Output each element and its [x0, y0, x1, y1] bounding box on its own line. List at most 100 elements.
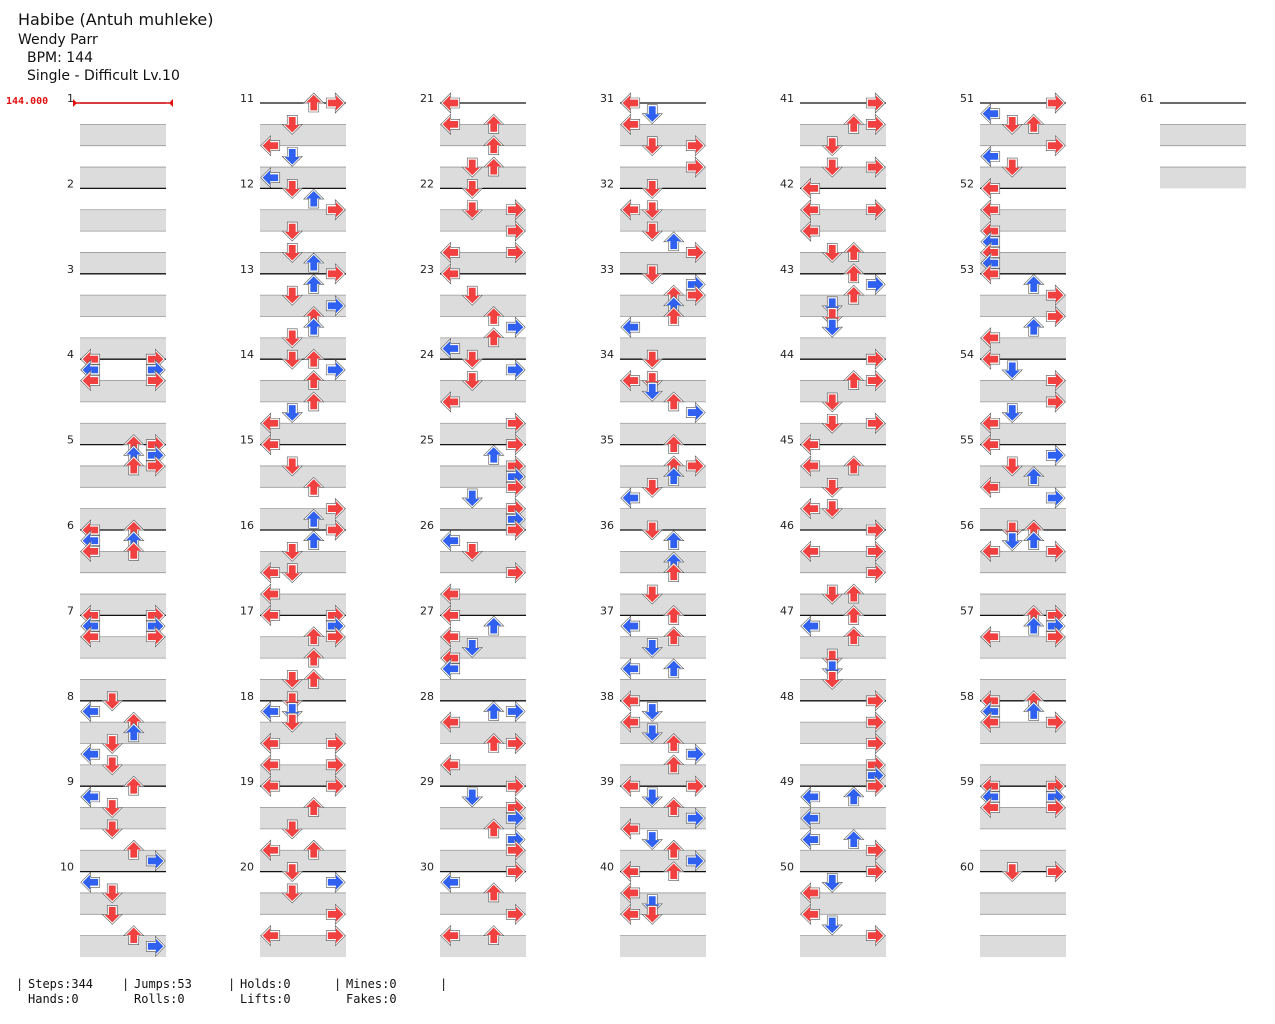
- step-arrow-right: [325, 92, 346, 114]
- beat-stripe: [800, 807, 886, 829]
- measure-number: 30: [420, 861, 434, 874]
- bpm-change-marker-right: [169, 99, 173, 107]
- stat-holds: Holds:0: [240, 977, 291, 991]
- step-arrow-left: [440, 113, 461, 136]
- bpm-change-marker: 144.000: [6, 96, 49, 107]
- step-arrow-right: [685, 775, 706, 797]
- step-arrow-up: [303, 370, 325, 390]
- beat-stripe: [800, 850, 886, 872]
- beat-stripe: [620, 722, 706, 744]
- beat-stripe: [440, 892, 526, 915]
- beat-stripe: [260, 465, 346, 488]
- measure-number: 5: [67, 434, 74, 447]
- beat-stripe: [620, 892, 706, 915]
- measure-number: 28: [420, 690, 434, 703]
- step-arrow-right: [865, 924, 886, 947]
- step-arrow-up: [303, 797, 325, 817]
- step-arrow-left: [980, 796, 1001, 819]
- step-arrow-up: [663, 797, 685, 817]
- step-arrow-right: [505, 732, 526, 755]
- step-arrow-right: [505, 359, 526, 381]
- step-arrow-up: [303, 391, 325, 412]
- measure-number: 54: [960, 348, 974, 361]
- step-arrow-left: [260, 167, 281, 189]
- beat-stripe: [620, 295, 706, 317]
- beat-stripe: [620, 380, 706, 402]
- step-arrow-left: [980, 476, 1001, 499]
- step-arrow-left: [620, 369, 641, 392]
- step-arrow-left: [440, 529, 461, 552]
- step-arrow-up: [483, 818, 505, 839]
- step-arrow-down: [461, 179, 483, 199]
- step-arrow-right: [325, 775, 346, 797]
- step-arrow-up: [663, 231, 685, 252]
- beat-stripe: [440, 551, 526, 573]
- step-arrow-right: [1045, 92, 1066, 114]
- beat-stripe: [260, 551, 346, 573]
- step-arrow-up: [303, 274, 325, 294]
- step-arrow-left: [440, 924, 461, 947]
- step-arrow-left: [980, 177, 1001, 200]
- measure-number: 4: [67, 348, 74, 361]
- step-arrow-left: [440, 241, 461, 264]
- measure-number: 37: [600, 604, 614, 617]
- step-arrow-left: [800, 455, 821, 477]
- beat-stripe: [80, 209, 166, 232]
- step-arrow-right: [865, 273, 886, 296]
- stat-mines: Mines:0: [346, 977, 397, 991]
- beat-stripe: [80, 252, 166, 274]
- beat-stripe: [980, 679, 1066, 701]
- beat-stripe: [260, 679, 346, 701]
- step-arrow-down: [461, 638, 483, 658]
- step-arrow-down: [641, 894, 663, 915]
- step-arrow-up: [1023, 113, 1045, 134]
- beat-stripe: [980, 764, 1066, 787]
- step-arrow-right: [145, 455, 166, 477]
- beat-stripe: [800, 337, 886, 360]
- step-arrow-down: [641, 787, 663, 808]
- step-arrow-left: [80, 369, 101, 392]
- measure-number: 31: [600, 92, 614, 105]
- stat-fakes: Fakes:0: [346, 992, 397, 1006]
- step-arrow-right: [865, 775, 886, 797]
- beat-stripe: [800, 722, 886, 744]
- step-arrow-right: [505, 316, 526, 338]
- measure-number: 48: [780, 690, 794, 703]
- measure-number: 16: [240, 519, 254, 532]
- stat-jumps: Jumps:53: [134, 977, 192, 991]
- step-arrow-right: [145, 935, 166, 958]
- step-arrow-right: [325, 359, 346, 381]
- step-arrow-down: [281, 221, 303, 242]
- beat-stripe: [800, 465, 886, 488]
- step-arrow-right: [1045, 860, 1066, 883]
- song-title: Habibe (Antuh muhleke): [18, 10, 214, 29]
- step-arrow-left: [440, 711, 461, 733]
- step-arrow-down: [281, 691, 303, 712]
- beat-stripe: [80, 764, 166, 787]
- step-arrow-down: [821, 317, 843, 338]
- measure-number: 14: [240, 348, 254, 361]
- beat-stripe: [620, 209, 706, 232]
- beat-stripe: [620, 465, 706, 488]
- measure-number: 39: [600, 775, 614, 788]
- step-arrow-left: [440, 604, 461, 627]
- step-arrow-up: [483, 733, 505, 753]
- measure-number: 49: [780, 775, 794, 788]
- beat-stripe: [620, 337, 706, 360]
- step-arrow-down: [821, 584, 843, 605]
- step-arrow-down: [101, 883, 123, 904]
- beat-stripe: [980, 337, 1066, 360]
- measure-number: 20: [240, 861, 254, 874]
- step-arrow-up: [1023, 615, 1045, 636]
- beat-stripe: [80, 807, 166, 829]
- step-arrow-right: [865, 113, 886, 136]
- beat-stripe: [440, 337, 526, 360]
- measure-number: 12: [240, 177, 254, 190]
- step-arrow-down: [281, 819, 303, 840]
- step-arrow-right: [865, 690, 886, 712]
- step-arrow-left: [620, 658, 641, 680]
- bpm-change-marker-left: [73, 99, 77, 107]
- step-arrow-left: [980, 199, 1001, 221]
- step-arrow-right: [865, 711, 886, 733]
- step-arrow-left: [620, 487, 641, 509]
